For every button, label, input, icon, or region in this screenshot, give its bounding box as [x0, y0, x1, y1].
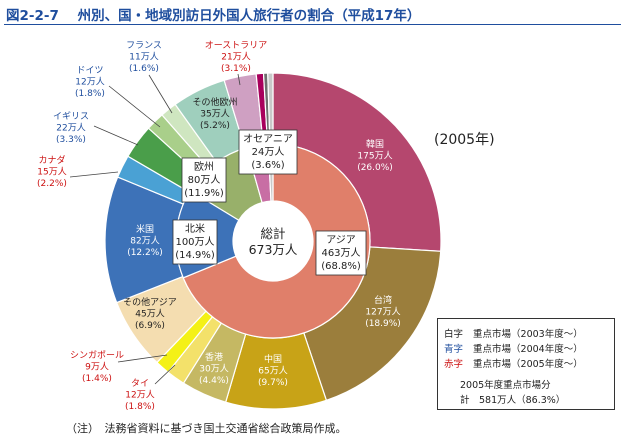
- leader-line: [154, 364, 176, 385]
- legend-key: 青字: [444, 344, 464, 355]
- leader-line: [148, 74, 173, 114]
- inner-label-3: オセアニア 24万人(3.6%): [243, 133, 293, 171]
- leader-line: [117, 354, 168, 363]
- outer-label-12: その他欧州 35万人(5.2%): [192, 96, 237, 131]
- outer-label-5: シンガポール 9万人(1.4%): [70, 350, 124, 384]
- inner-label-box-0: [315, 230, 367, 276]
- outer-label-1: 台湾 127万人(18.9%): [365, 294, 401, 329]
- legend-text: 重点市場（2005年度～）: [473, 359, 583, 370]
- figure-header: 図2-2-7 州別、国・地域別訪日外国人旅行者の割合（平成17年）: [6, 4, 420, 24]
- leader-line: [69, 171, 119, 178]
- inner-label-2: 欧州 80万人(11.9%): [184, 161, 224, 199]
- center-total: 総計 673万人: [249, 226, 298, 257]
- inner-label-0: アジア 463万人(68.8%): [321, 235, 361, 272]
- leader-line: [237, 73, 241, 86]
- legend-row-2005: 赤字 重点市場（2005年度～）: [444, 356, 583, 370]
- legend-total-label: 2005年度重点市場分: [460, 380, 551, 391]
- leader-line: [93, 125, 139, 146]
- legend-text: 重点市場（2003年度～）: [473, 329, 583, 340]
- inner-label-box-2: [181, 157, 227, 203]
- leader-lines: [69, 73, 241, 385]
- outer-label-13: オーストラリア 21万人(3.1%): [205, 40, 268, 74]
- header-rule: [4, 24, 621, 25]
- outer-label-7: 米国 82万人(12.2%): [127, 223, 163, 258]
- year-label: (2005年): [434, 132, 495, 148]
- legend-total-value: 計 581万人（86.3%）: [460, 395, 566, 406]
- outer-label-8: カナダ 15万人(2.2%): [37, 154, 67, 189]
- outer-label-9: イギリス 22万人(3.3%): [53, 111, 89, 145]
- inner-label-1: 北米 100万人(14.9%): [175, 222, 215, 261]
- legend-box: 白字 重点市場（2003年度～） 青字 重点市場（2004年度～） 赤字 重点市…: [437, 318, 615, 410]
- donut-center: [233, 201, 313, 281]
- chart-labels: 韓国 175万人(26.0%) 台湾 127万人(18.9%) 中国 65万人(9.7%)…: [37, 40, 401, 412]
- legend-key: 白字: [444, 329, 464, 340]
- legend-row-2004: 青字 重点市場（2004年度～）: [444, 341, 583, 355]
- legend-key: 赤字: [444, 359, 464, 370]
- outer-label-2: 中国 65万人(9.7%): [258, 353, 288, 388]
- figure-id: 図2-2-7: [6, 8, 59, 24]
- legend-text: 重点市場（2004年度～）: [473, 344, 583, 355]
- figure-title: 州別、国・地域別訪日外国人旅行者の割合（平成17年）: [77, 8, 421, 24]
- outer-label-3: 香港 30万人(4.4%): [199, 351, 229, 386]
- leader-line: [108, 85, 161, 128]
- source-note: （注） 法務省資料に基づき国土交通省総合政策局作成。: [66, 422, 347, 435]
- inner-label-box-3: [238, 129, 298, 175]
- outer-label-4: タイ 12万人(1.8%): [125, 378, 155, 412]
- inner-label-box-1: [172, 219, 218, 265]
- outer-label-0: 韓国 175万人(26.0%): [357, 139, 393, 173]
- outer-label-11: フランス 11万人(1.6%): [126, 40, 162, 74]
- outer-label-6: その他アジア 45万人(6.9%): [123, 296, 177, 331]
- outer-label-10: ドイツ 12万人(1.8%): [75, 66, 105, 99]
- legend-row-2003: 白字 重点市場（2003年度～）: [444, 326, 583, 340]
